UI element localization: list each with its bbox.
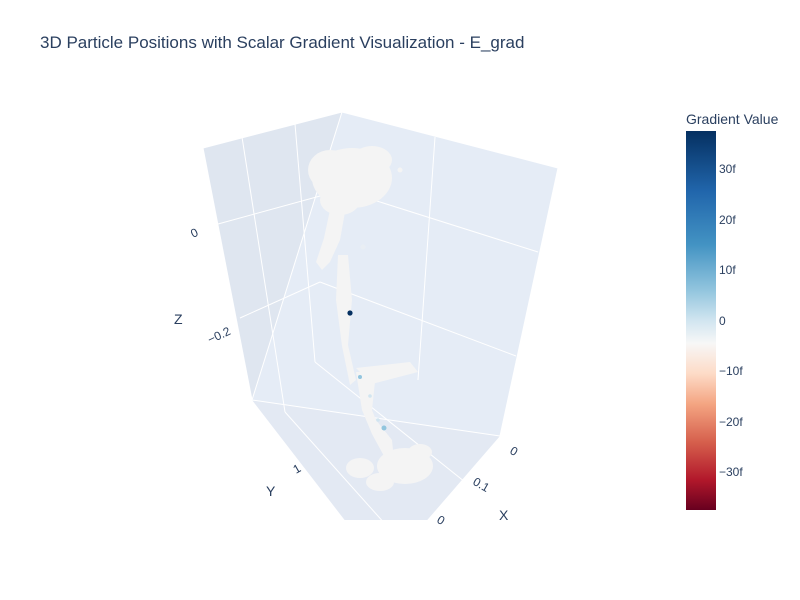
colorbar-tick-label: 20f xyxy=(719,213,736,227)
scene-left-wall xyxy=(203,112,342,400)
colorbar-tick-label: 30f xyxy=(719,162,736,176)
colorbar-tick-label: 10f xyxy=(719,263,736,277)
x-tick-label: 0 xyxy=(435,512,448,528)
colorbar-tick-label: −30f xyxy=(719,465,743,479)
colorbar-tick-label: −20f xyxy=(719,415,743,429)
z-axis-label: Z xyxy=(174,311,183,327)
colorbar-title: Gradient Value xyxy=(686,111,779,127)
x-axis-label: X xyxy=(499,507,509,523)
particle-high-gradient xyxy=(347,310,353,316)
colorbar xyxy=(686,131,716,510)
particle-cloud xyxy=(308,146,433,491)
chart-title: 3D Particle Positions with Scalar Gradie… xyxy=(40,33,525,52)
y-axis-label: Y xyxy=(266,483,276,499)
colored-particles xyxy=(347,310,387,431)
colorbar-tick-label: 0 xyxy=(719,314,726,328)
colorbar-tick-label: −10f xyxy=(719,364,743,378)
particle-filament xyxy=(316,210,345,270)
z-tick-label: −0.2 xyxy=(205,324,233,347)
x-tick-label: 0.1 xyxy=(471,474,493,495)
z-tick-label: 0 xyxy=(188,225,200,241)
x-tick-label: 0 xyxy=(508,443,521,459)
scene-floor xyxy=(252,400,500,520)
